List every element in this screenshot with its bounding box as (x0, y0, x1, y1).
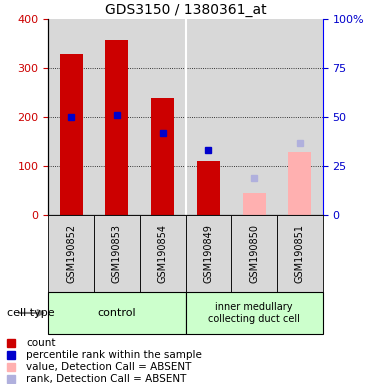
Text: value, Detection Call = ABSENT: value, Detection Call = ABSENT (26, 362, 191, 372)
Bar (231, 19, 277, 215)
Bar (186, 292, 323, 334)
Bar (289, 152, 311, 215)
Text: GSM190850: GSM190850 (249, 224, 259, 283)
Bar (105, 40, 128, 215)
Text: GSM190854: GSM190854 (158, 224, 168, 283)
Bar (151, 98, 174, 215)
Bar (48, 19, 94, 215)
Text: cell type: cell type (7, 308, 55, 318)
Text: inner medullary
collecting duct cell: inner medullary collecting duct cell (208, 302, 300, 324)
Text: control: control (98, 308, 136, 318)
Text: GSM190853: GSM190853 (112, 224, 122, 283)
Text: GSM190849: GSM190849 (203, 224, 213, 283)
Text: percentile rank within the sample: percentile rank within the sample (26, 350, 202, 360)
Bar (48, 292, 186, 334)
Text: rank, Detection Call = ABSENT: rank, Detection Call = ABSENT (26, 374, 186, 384)
Title: GDS3150 / 1380361_at: GDS3150 / 1380361_at (105, 3, 266, 17)
Text: GSM190852: GSM190852 (66, 224, 76, 283)
Bar (186, 215, 231, 292)
Bar (243, 193, 266, 215)
Bar (277, 215, 323, 292)
Text: count: count (26, 338, 56, 348)
Bar (94, 19, 140, 215)
Text: GSM190851: GSM190851 (295, 224, 305, 283)
Bar (48, 215, 94, 292)
Bar (60, 55, 82, 215)
Bar (197, 161, 220, 215)
Bar (140, 19, 186, 215)
Bar (186, 19, 231, 215)
Bar (277, 19, 323, 215)
Bar (231, 215, 277, 292)
Bar (94, 215, 140, 292)
Bar (140, 215, 186, 292)
